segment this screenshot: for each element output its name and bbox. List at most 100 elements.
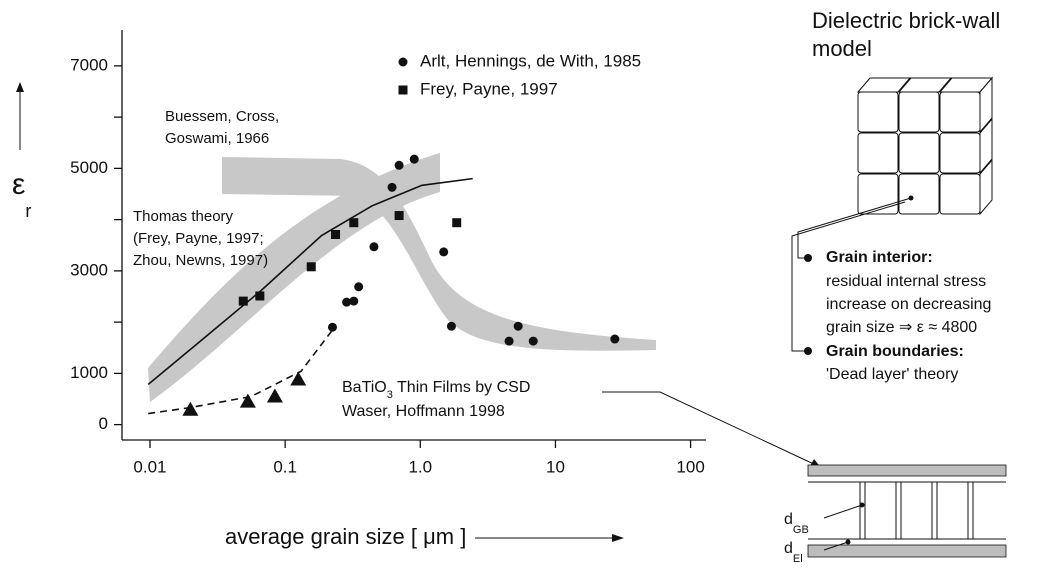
data-point <box>394 160 404 170</box>
annotation: Thomas theory (Frey, Payne, 1997; Zhou, Ne… <box>133 208 268 269</box>
electrode <box>807 544 1007 558</box>
x-tick-label: 0.01 <box>133 457 166 476</box>
electrode <box>807 464 1007 477</box>
brick <box>857 91 899 133</box>
buessem-band <box>222 157 656 351</box>
thomas-band <box>148 153 440 402</box>
annotation: BaTiO3 Thin Films by CSD <box>342 379 530 401</box>
data-point <box>239 393 256 408</box>
legend-label: Arlt, Hennings, de With, 1985 <box>420 51 641 70</box>
y-tick-label: 5000 <box>70 158 108 177</box>
diagram-title-line: Dielectric brick-wall <box>812 8 1000 33</box>
legend-marker <box>398 57 408 67</box>
brick <box>898 91 940 133</box>
y-label-sub: r <box>25 201 31 221</box>
x-tick-label: 100 <box>676 457 704 476</box>
grain-walls <box>859 482 974 539</box>
data-point <box>331 229 341 239</box>
x-label: average grain size [ μm ] <box>225 524 466 549</box>
grain-boundaries-heading: Grain boundaries: <box>826 343 964 360</box>
grain-interior-text: residual internal stress <box>826 273 986 290</box>
plot: 0 1000 3000 5000 7000 0.01 0.1 1.0 10 100 Arlt, He… <box>70 30 706 476</box>
x-tick-label: 10 <box>546 457 565 476</box>
grain-interior-text: grain size ⇒ ε ≈ 4800 <box>826 319 977 336</box>
brick-side <box>979 117 993 175</box>
data-point <box>452 218 462 228</box>
pointer <box>602 391 819 467</box>
data-point <box>255 291 265 301</box>
connector <box>797 197 912 259</box>
annotation-line: Thomas theory <box>133 208 234 225</box>
y-tick-label: 3000 <box>70 260 108 279</box>
y-tick-label: 0 <box>99 414 108 433</box>
fit-line <box>148 330 333 415</box>
data-point <box>369 242 379 252</box>
data-point <box>610 334 620 344</box>
d-label-sub: GB <box>793 524 809 536</box>
data-point <box>528 336 538 346</box>
data-point <box>349 296 359 306</box>
data-point <box>327 322 337 332</box>
d-label-main: d <box>784 511 793 528</box>
annotation: Waser, Hoffmann 1998 <box>342 403 505 420</box>
connector <box>791 201 906 352</box>
label-line <box>823 541 849 551</box>
brick <box>857 173 899 215</box>
data-point <box>342 297 352 307</box>
data-point <box>182 401 199 416</box>
annotation-line: Buessem, Cross, <box>165 108 279 125</box>
brick <box>939 132 981 174</box>
bullet <box>804 254 812 262</box>
brick-side <box>979 76 993 134</box>
d-label-sub: El <box>793 553 803 565</box>
data-point <box>394 211 404 221</box>
diagram-title-line: model <box>812 36 872 61</box>
brick <box>857 132 899 174</box>
brick-top <box>897 77 953 93</box>
data-point <box>409 154 419 164</box>
grain-interior-heading: Grain interior: <box>826 249 933 266</box>
cube <box>856 76 994 216</box>
y-arrow-head <box>16 82 24 92</box>
brick-side <box>979 158 993 216</box>
brick <box>939 91 981 133</box>
data-point <box>439 247 449 257</box>
data-point <box>387 182 397 192</box>
fit-line <box>147 177 473 386</box>
brick <box>898 132 940 174</box>
x-tick-label: 0.1 <box>273 457 297 476</box>
data-point <box>290 371 307 386</box>
legend-marker <box>398 85 408 95</box>
data-point <box>446 321 456 331</box>
annotation-sub: 3 <box>387 389 393 401</box>
label-line <box>823 504 863 519</box>
grain-boundaries-text: 'Dead layer' theory <box>826 366 958 383</box>
data-point <box>238 296 248 306</box>
grain-interior-text: increase on decreasing <box>826 296 991 313</box>
data-point <box>504 336 514 346</box>
x-tick-label: 1.0 <box>408 457 432 476</box>
data-point <box>349 218 359 228</box>
bullet <box>804 347 812 355</box>
brick <box>898 173 940 215</box>
annotation: Buessem, Cross, Goswami, 1966 <box>165 108 279 147</box>
y-label-symbol: ε <box>12 168 25 201</box>
annotation-line: (Frey, Payne, 1997; <box>133 230 264 247</box>
annotation-line: Zhou, Newns, 1997) <box>133 252 268 269</box>
y-label: εr <box>12 168 31 221</box>
data-point <box>306 262 316 272</box>
diagram-title: Dielectric brick-wall model <box>812 8 1000 61</box>
d-label-main: d <box>784 540 793 557</box>
data-point <box>266 388 283 403</box>
annotation-line: Goswami, 1966 <box>165 130 269 147</box>
annotation-part: BaTiO <box>342 379 387 396</box>
brick-top <box>856 77 912 93</box>
x-arrow-head <box>612 534 624 542</box>
brick <box>939 173 981 215</box>
y-tick-label: 7000 <box>70 55 108 74</box>
d-label: dEl <box>784 540 803 565</box>
data-point <box>513 321 523 331</box>
annotation-part: Thin Films by CSD <box>393 379 531 396</box>
legend-label: Frey, Payne, 1997 <box>420 79 558 98</box>
